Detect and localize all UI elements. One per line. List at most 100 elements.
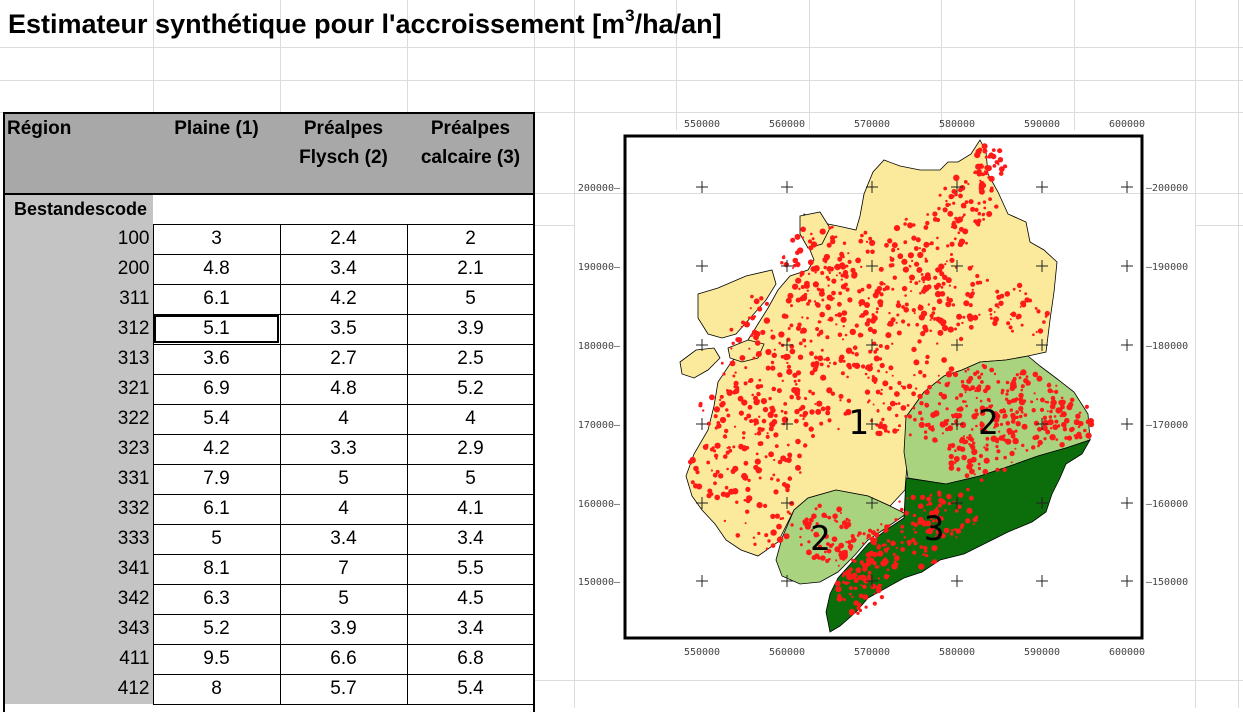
calcaire-value-cell[interactable]: 5.2 bbox=[406, 373, 535, 405]
flysch-value-cell[interactable]: 2.7 bbox=[279, 343, 408, 375]
plaine-value-cell[interactable]: 5 bbox=[152, 523, 281, 555]
header-flysch[interactable]: Préalpes Flysch (2) bbox=[280, 112, 407, 194]
forest-dot bbox=[851, 595, 854, 599]
header-plaine[interactable]: Plaine (1) bbox=[153, 112, 280, 194]
plaine-value-cell[interactable]: 4.2 bbox=[152, 433, 281, 465]
plaine-value-cell[interactable]: 5.2 bbox=[152, 613, 281, 645]
forest-dot bbox=[1004, 291, 1011, 297]
flysch-value-cell[interactable]: 3.9 bbox=[279, 613, 408, 645]
code-cell[interactable]: 323 bbox=[3, 434, 153, 464]
forest-dot bbox=[968, 303, 973, 308]
forest-dot bbox=[858, 593, 864, 599]
flysch-value-cell[interactable]: 7 bbox=[279, 553, 408, 585]
empty-cell[interactable] bbox=[407, 193, 534, 225]
subheader-bestandescode[interactable]: Bestandescode bbox=[3, 193, 153, 224]
calcaire-value-cell[interactable]: 5 bbox=[406, 463, 535, 495]
code-cell[interactable]: 412 bbox=[3, 674, 153, 704]
code-cell[interactable]: 332 bbox=[3, 494, 153, 524]
flysch-value-cell[interactable]: 4.8 bbox=[279, 373, 408, 405]
plaine-value-cell[interactable]: 4.8 bbox=[152, 253, 281, 285]
calcaire-value-cell[interactable]: 4.1 bbox=[406, 493, 535, 525]
code-cell[interactable]: 322 bbox=[3, 404, 153, 434]
forest-dot bbox=[956, 313, 963, 320]
plaine-value-cell[interactable]: 5.4 bbox=[152, 403, 281, 435]
calcaire-value-cell[interactable]: 3.9 bbox=[406, 313, 535, 345]
header-calcaire[interactable]: Préalpes calcaire (3) bbox=[407, 112, 534, 194]
flysch-value-cell[interactable]: 5 bbox=[279, 583, 408, 615]
forest-dot bbox=[756, 431, 762, 436]
empty-cell[interactable] bbox=[280, 193, 407, 225]
code-cell[interactable]: 313 bbox=[3, 344, 153, 374]
forest-dot bbox=[899, 507, 904, 512]
plaine-value-cell[interactable]: 3.6 bbox=[152, 343, 281, 375]
calcaire-value-cell[interactable]: 2 bbox=[406, 223, 535, 255]
forest-dot bbox=[956, 322, 961, 327]
forest-dot bbox=[1078, 435, 1083, 440]
flysch-value-cell[interactable]: 4 bbox=[279, 493, 408, 525]
flysch-value-cell[interactable]: 3.5 bbox=[279, 313, 408, 345]
forest-dot bbox=[889, 400, 896, 407]
plaine-value-cell[interactable]: 6.1 bbox=[152, 493, 281, 525]
code-cell[interactable]: 311 bbox=[3, 284, 153, 314]
flysch-value-cell[interactable]: 3.4 bbox=[279, 253, 408, 285]
code-cell[interactable]: 321 bbox=[3, 374, 153, 404]
forest-dot bbox=[850, 537, 856, 543]
plaine-value-cell[interactable]: 6.3 bbox=[152, 583, 281, 615]
forest-dot bbox=[993, 372, 997, 376]
code-cell[interactable]: 312 bbox=[3, 314, 153, 344]
plaine-value-cell[interactable]: 5.1 bbox=[152, 313, 281, 345]
forest-dot bbox=[723, 519, 727, 523]
flysch-value-cell[interactable]: 4 bbox=[279, 403, 408, 435]
forest-dot bbox=[808, 526, 811, 529]
calcaire-value-cell[interactable]: 5.5 bbox=[406, 553, 535, 585]
sheet-title[interactable]: Estimateur synthétique pour l'accroissem… bbox=[8, 6, 722, 40]
code-cell[interactable]: 331 bbox=[3, 464, 153, 494]
header-region[interactable]: Région bbox=[3, 112, 153, 194]
plaine-value-cell[interactable]: 7.9 bbox=[152, 463, 281, 495]
calcaire-value-cell[interactable]: 3.4 bbox=[406, 613, 535, 645]
code-cell[interactable]: 333 bbox=[3, 524, 153, 554]
flysch-value-cell[interactable]: 5 bbox=[279, 463, 408, 495]
code-cell[interactable]: 341 bbox=[3, 554, 153, 584]
forest-dot bbox=[784, 357, 787, 360]
forest-dot bbox=[825, 410, 831, 416]
code-cell[interactable]: 100 bbox=[3, 224, 153, 254]
code-cell[interactable]: 343 bbox=[3, 614, 153, 644]
forest-dot bbox=[883, 283, 886, 286]
y-tick-label-left: 150000— bbox=[578, 577, 621, 588]
plaine-value-cell[interactable]: 3 bbox=[152, 223, 281, 255]
flysch-value-cell[interactable]: 2.4 bbox=[279, 223, 408, 255]
forest-dot bbox=[763, 317, 771, 324]
flysch-value-cell[interactable]: 4.2 bbox=[279, 283, 408, 315]
forest-dot bbox=[877, 550, 884, 557]
flysch-value-cell[interactable]: 3.3 bbox=[279, 433, 408, 465]
plaine-value-cell[interactable]: 6.1 bbox=[152, 283, 281, 315]
flysch-value-cell[interactable]: 3.4 bbox=[279, 523, 408, 555]
flysch-value-cell[interactable]: 5.7 bbox=[279, 673, 408, 705]
calcaire-value-cell[interactable]: 2.9 bbox=[406, 433, 535, 465]
forest-dot bbox=[842, 598, 846, 602]
calcaire-value-cell[interactable]: 2.1 bbox=[406, 253, 535, 285]
plaine-value-cell[interactable]: 8.1 bbox=[152, 553, 281, 585]
calcaire-value-cell[interactable]: 4 bbox=[406, 403, 535, 435]
calcaire-value-cell[interactable]: 5 bbox=[406, 283, 535, 315]
forest-dot bbox=[941, 393, 948, 400]
calcaire-value-cell[interactable]: 3.4 bbox=[406, 523, 535, 555]
forest-dot bbox=[962, 400, 965, 403]
calcaire-value-cell[interactable]: 2.5 bbox=[406, 343, 535, 375]
code-cell[interactable]: 342 bbox=[3, 584, 153, 614]
calcaire-value-cell[interactable]: 5.4 bbox=[406, 673, 535, 705]
empty-cell[interactable] bbox=[153, 193, 280, 225]
forest-dot bbox=[732, 374, 736, 378]
plaine-value-cell[interactable]: 6.9 bbox=[152, 373, 281, 405]
plaine-value-cell[interactable]: 9.5 bbox=[152, 643, 281, 675]
calcaire-value-cell[interactable]: 4.5 bbox=[406, 583, 535, 615]
forest-dot bbox=[887, 430, 890, 434]
plaine-value-cell[interactable]: 8 bbox=[152, 673, 281, 705]
forest-dot bbox=[932, 211, 938, 217]
flysch-value-cell[interactable]: 6.6 bbox=[279, 643, 408, 675]
code-cell[interactable]: 411 bbox=[3, 644, 153, 674]
calcaire-value-cell[interactable]: 6.8 bbox=[406, 643, 535, 675]
code-cell[interactable]: 200 bbox=[3, 254, 153, 284]
x-tick-label-top: 570000 bbox=[854, 119, 890, 130]
